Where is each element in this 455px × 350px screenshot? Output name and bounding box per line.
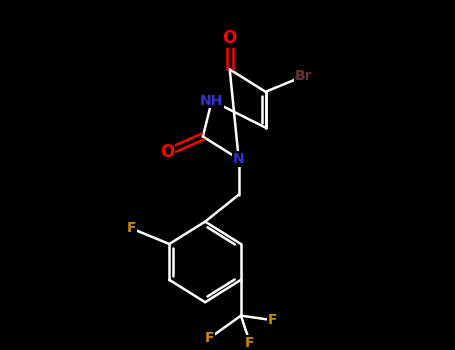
Text: NH: NH [200, 94, 223, 108]
Text: F: F [205, 331, 214, 345]
Text: O: O [160, 143, 174, 161]
Text: N: N [233, 152, 244, 166]
Text: O: O [222, 29, 237, 47]
Text: F: F [245, 336, 255, 350]
Text: Br: Br [295, 69, 313, 83]
Text: F: F [268, 313, 277, 327]
Text: F: F [126, 221, 136, 235]
